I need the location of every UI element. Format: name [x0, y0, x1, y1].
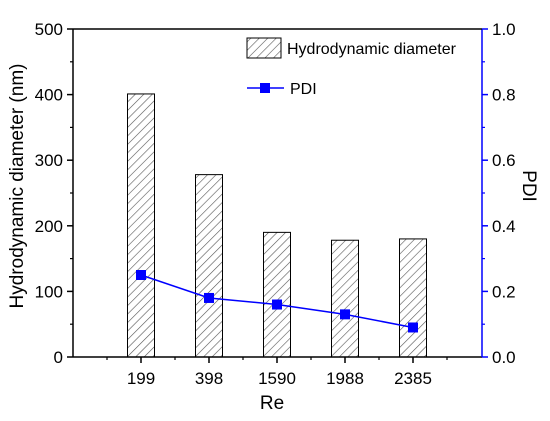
- bar-diameter: [195, 174, 223, 358]
- y-right-tick-label: 0.8: [492, 86, 516, 105]
- y-right-tick-label: 0.6: [492, 151, 516, 170]
- pdi-marker: [408, 322, 418, 333]
- x-tick-label: 1590: [258, 369, 296, 388]
- bar-diameter: [331, 239, 359, 358]
- y-right-tick-label: 0.4: [492, 217, 516, 236]
- bar-diameter: [399, 238, 427, 358]
- x-tick-label: 199: [127, 369, 155, 388]
- y-axis-right-title: PDI: [518, 170, 539, 202]
- y-left-tick-label: 400: [35, 86, 63, 105]
- legend-hatch-swatch: [246, 37, 282, 59]
- y-left-tick-label: 200: [35, 217, 63, 236]
- legend: Hydrodynamic diameter PDI: [246, 37, 457, 98]
- x-tick-label: 1988: [326, 369, 364, 388]
- legend-square-marker: [260, 83, 270, 93]
- pdi-marker: [272, 299, 282, 310]
- bars-layer: [127, 93, 427, 358]
- y-right-tick-label: 0.0: [492, 348, 516, 367]
- x-tick-label: 2385: [394, 369, 432, 388]
- pdi-line-layer: [136, 270, 418, 333]
- y-right-tick-label: 1.0: [492, 20, 516, 39]
- y-left-tick-label: 100: [35, 282, 63, 301]
- pdi-marker: [340, 309, 350, 320]
- pdi-marker: [136, 270, 146, 280]
- x-axis-title: Re: [260, 393, 284, 414]
- bar-diameter: [263, 231, 291, 358]
- y-left-tick-label: 300: [35, 151, 63, 170]
- y-left-tick-label: 500: [35, 20, 63, 39]
- legend-label-pdi: PDI: [290, 81, 317, 98]
- y-axis-left-title: Hydrodynamic diameter (nm): [7, 64, 28, 309]
- bar-diameter: [127, 93, 155, 358]
- legend-label-diameter: Hydrodynamic diameter: [287, 41, 457, 58]
- pdi-marker: [204, 292, 214, 303]
- y-left-tick-label: 0: [54, 348, 63, 367]
- x-tick-label: 398: [195, 369, 223, 388]
- y-right-tick-label: 0.2: [492, 282, 516, 301]
- ticks-layer: 0 100 200 300 400 500 0.0 0.2 0.4 0.6 0.8 1.0 199 398…: [35, 20, 516, 388]
